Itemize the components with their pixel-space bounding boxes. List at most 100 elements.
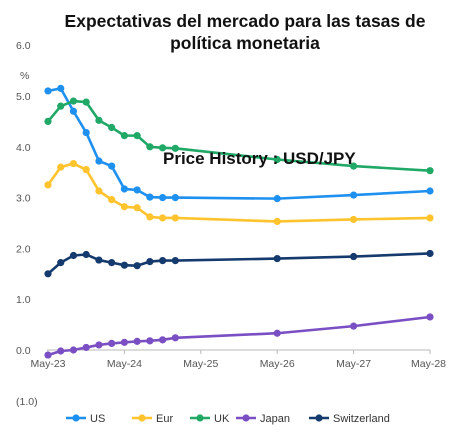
data-point-uk: [146, 143, 154, 151]
data-point-switzerland: [108, 259, 116, 267]
data-point-us: [273, 195, 281, 203]
legend-item-us: US: [66, 413, 105, 425]
x-tick-label: May-25: [183, 358, 218, 370]
data-point-japan: [95, 341, 103, 349]
data-point-eur: [120, 203, 128, 211]
data-point-japan: [120, 338, 128, 346]
data-point-uk: [69, 97, 78, 105]
data-point-eur: [146, 213, 154, 221]
data-point-switzerland: [171, 256, 179, 265]
data-point-switzerland: [426, 249, 434, 258]
legend-marker-japan: [242, 414, 250, 422]
x-tick-label: May-26: [260, 358, 295, 370]
x-tick-label: May-27: [336, 358, 371, 370]
x-axis: May-23 May-24 May-25 May-26 May-27 May-28: [30, 350, 446, 370]
data-point-uk: [133, 132, 141, 140]
data-point-eur: [273, 217, 281, 226]
y-axis: 6.0 5.0 4.0 3.0 2.0 1.0 0.0 (1.0): [16, 40, 38, 408]
data-point-uk: [426, 167, 434, 175]
legend-label-switzerland: Switzerland: [333, 413, 390, 425]
y-tick-label: 4.0: [16, 142, 31, 154]
legend-item-eur: Eur: [132, 413, 173, 425]
data-point-japan: [426, 313, 434, 321]
y-tick-label: 5.0: [16, 91, 31, 103]
x-tick-label: May-23: [30, 358, 65, 370]
data-point-uk: [159, 144, 167, 152]
data-point-switzerland: [133, 262, 141, 270]
data-point-us: [146, 193, 154, 201]
data-point-japan: [44, 351, 52, 359]
data-point-japan: [350, 322, 358, 330]
data-point-eur: [171, 214, 179, 222]
data-point-japan: [171, 334, 179, 342]
data-point-switzerland: [159, 256, 167, 265]
chart-annotation: Price History : USD/JPY: [163, 149, 356, 168]
series-eur: [44, 159, 434, 226]
series-uk: [44, 97, 434, 175]
data-point-us: [350, 191, 358, 199]
y-tick-label: 1.0: [16, 294, 31, 306]
legend-label-eur: Eur: [156, 413, 173, 425]
legend-marker-uk: [196, 414, 204, 422]
data-point-us: [44, 87, 52, 95]
data-point-uk: [273, 155, 281, 164]
y-tick-label: 2.0: [16, 243, 31, 255]
data-point-us: [95, 157, 103, 165]
data-point-switzerland: [120, 261, 128, 269]
legend-item-japan: Japan: [236, 413, 290, 425]
chart-title: Expectativas del mercado para las tasas …: [64, 11, 426, 53]
data-point-us: [133, 186, 141, 194]
data-point-us: [57, 84, 65, 92]
data-point-us: [120, 185, 128, 193]
data-point-eur: [57, 163, 65, 171]
data-point-japan: [146, 337, 154, 345]
data-point-uk: [350, 162, 358, 170]
series-line-us: [47, 87, 431, 200]
data-point-uk: [57, 102, 65, 110]
data-point-switzerland: [69, 251, 78, 260]
data-point-uk: [108, 123, 116, 132]
data-point-eur: [69, 159, 78, 168]
data-point-eur: [350, 215, 358, 224]
series-line-switzerland: [47, 252, 431, 275]
y-axis-label: %: [20, 70, 29, 82]
series-japan: [44, 313, 434, 359]
data-point-uk: [95, 116, 103, 124]
data-point-switzerland: [57, 259, 65, 267]
y-tick-label: (1.0): [16, 396, 38, 408]
data-point-us: [159, 194, 167, 202]
data-point-uk: [82, 98, 90, 106]
data-point-us: [426, 187, 434, 195]
data-point-japan: [57, 347, 65, 355]
data-point-us: [108, 162, 116, 170]
data-point-switzerland: [146, 258, 154, 266]
legend-label-japan: Japan: [260, 413, 290, 425]
y-tick-label: 0.0: [16, 345, 31, 357]
x-tick-label: May-24: [107, 358, 142, 370]
data-point-us: [171, 194, 179, 202]
y-tick-label: 3.0: [16, 193, 31, 205]
data-point-us: [69, 107, 78, 115]
data-point-japan: [133, 337, 141, 345]
legend-label-uk: UK: [214, 413, 230, 425]
series-line-eur: [46, 162, 431, 223]
data-point-uk: [120, 132, 128, 140]
data-point-switzerland: [82, 250, 90, 259]
series-layer: [44, 84, 434, 359]
data-point-eur: [108, 196, 116, 204]
data-point-eur: [82, 166, 90, 174]
legend: US Eur UK Japan Switzerland: [66, 413, 390, 425]
data-point-eur: [44, 181, 52, 189]
data-point-uk: [44, 117, 52, 125]
data-point-japan: [159, 336, 167, 344]
x-tick-label: May-28: [411, 358, 446, 370]
series-us: [44, 84, 434, 203]
data-point-uk: [171, 144, 179, 152]
series-line-japan: [47, 315, 431, 357]
y-tick-label: 6.0: [16, 40, 31, 52]
data-point-eur: [159, 214, 167, 222]
data-point-switzerland: [44, 270, 52, 278]
legend-marker-switzerland: [315, 414, 323, 422]
legend-item-switzerland: Switzerland: [309, 413, 390, 425]
